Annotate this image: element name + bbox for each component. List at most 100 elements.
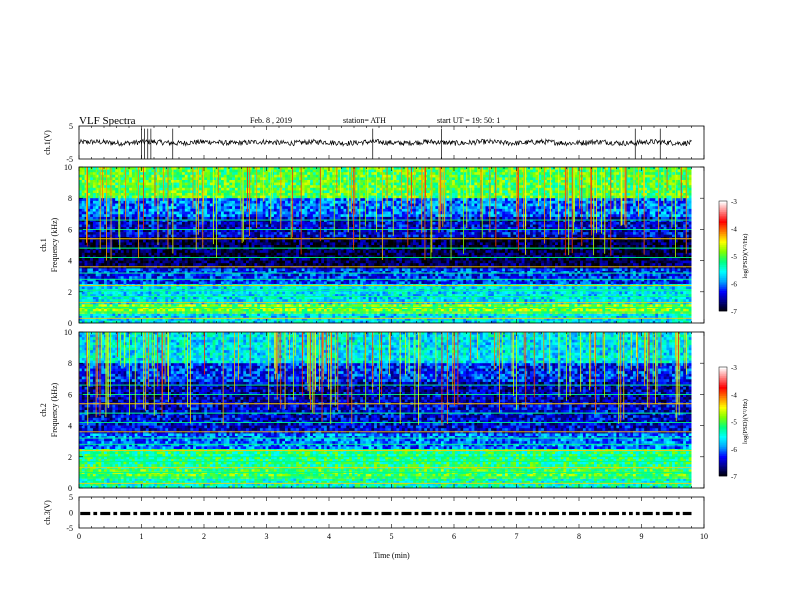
- spectrogram-cell: [257, 185, 261, 189]
- spectrogram-cell: [187, 211, 191, 215]
- spectrogram-cell: [435, 198, 439, 202]
- spectrogram-cell: [677, 195, 681, 199]
- spectrogram-cell: [145, 169, 149, 173]
- spectrogram-cell: [165, 208, 169, 212]
- spectrogram-cell: [104, 195, 108, 199]
- spectrogram-cell: [209, 216, 213, 220]
- spectrogram-cell: [582, 190, 586, 194]
- spectrogram-cell: [176, 195, 180, 199]
- spectrogram-cell: [582, 211, 586, 215]
- spectrogram-cell: [591, 167, 595, 170]
- spectrogram-cell: [248, 180, 252, 183]
- spectrogram-cell: [271, 198, 275, 202]
- spectrogram-cell: [193, 195, 197, 199]
- spectrogram-cell: [382, 185, 386, 189]
- spectrogram-cell: [660, 185, 664, 189]
- spectrogram-cell: [680, 185, 684, 189]
- spectrogram-cell: [421, 206, 425, 210]
- spectrogram-cell: [226, 200, 230, 204]
- spectrogram-cell: [649, 167, 653, 170]
- spectrogram-cell: [599, 190, 603, 194]
- spectrogram-cell: [516, 214, 520, 218]
- spectrogram-cell: [374, 195, 378, 199]
- spectrogram-cell: [243, 190, 247, 194]
- spectrogram-cell: [660, 211, 664, 215]
- spectrogram-cell: [493, 195, 497, 199]
- spectrogram-cell: [382, 182, 386, 186]
- spectrogram-cell: [234, 169, 238, 173]
- spectrogram-cell: [518, 174, 522, 178]
- spectrogram-cell: [616, 203, 620, 207]
- spectrogram-cell: [259, 198, 264, 202]
- spectrogram-cell: [577, 219, 581, 223]
- spectrogram-cell: [557, 214, 561, 218]
- spectrogram-cell: [510, 190, 514, 194]
- spectrogram-cell: [633, 174, 637, 178]
- spectrogram-cell: [532, 195, 536, 199]
- spectrogram-cell: [588, 169, 592, 173]
- spectrogram-cell: [457, 198, 461, 202]
- spectrogram-cell: [538, 193, 542, 196]
- spectrogram-cell: [112, 200, 116, 204]
- spectrogram-cell: [248, 193, 252, 196]
- spectrogram-cell: [226, 172, 230, 176]
- spectrogram-cell: [374, 172, 378, 176]
- spectrogram-cell: [382, 169, 386, 173]
- spectrogram-cell: [557, 195, 561, 199]
- spectrogram-cell: [129, 221, 133, 225]
- spectrogram-cell: [652, 195, 656, 199]
- spectrogram-cell: [688, 172, 692, 176]
- spectrogram-cell: [655, 211, 659, 215]
- spectrogram-cell: [638, 208, 642, 212]
- spectrogram-cell: [374, 208, 378, 212]
- spectrogram-cell: [315, 185, 319, 189]
- spectrogram-cell: [290, 187, 294, 191]
- spectrogram-cell: [273, 211, 277, 215]
- spectrogram-cell: [649, 172, 653, 176]
- spectrogram-cell: [329, 195, 333, 199]
- spectrogram-cell: [301, 172, 305, 176]
- spectrogram-cell: [212, 185, 216, 189]
- spectrogram-cell: [646, 198, 651, 202]
- spectrogram-cell: [293, 172, 297, 176]
- spectrogram-cell: [454, 216, 458, 220]
- spectrogram-cell: [229, 182, 233, 186]
- spectrogram-cell: [401, 167, 406, 170]
- spectrogram-cell: [463, 167, 467, 170]
- spectrogram-cell: [340, 167, 344, 170]
- spectrogram-cell: [148, 208, 152, 212]
- spectrogram-cell: [543, 216, 548, 220]
- spectrogram-cell: [265, 206, 269, 210]
- spectrogram-cell: [663, 187, 667, 191]
- spectrogram-cell: [165, 167, 169, 170]
- spectrogram-cell: [482, 182, 486, 186]
- spectrogram-cell: [229, 198, 233, 202]
- spectrogram-cell: [207, 169, 211, 173]
- spectrogram-cell: [301, 216, 305, 220]
- spectrogram-cell: [599, 195, 603, 199]
- spectrogram-cell: [577, 193, 581, 196]
- spectrogram-cell: [479, 198, 483, 202]
- spectrogram-cell: [179, 211, 183, 215]
- spectrogram-cell: [120, 193, 124, 196]
- spectrogram-cell: [674, 221, 678, 225]
- spectrogram-cell: [362, 203, 367, 207]
- spectrogram-cell: [385, 219, 389, 223]
- spectrogram-cell: [354, 208, 358, 212]
- spectrogram-cell: [452, 211, 456, 215]
- spectrogram-cell: [165, 195, 169, 199]
- spectrogram-cell: [596, 174, 600, 178]
- spectrogram-cell: [343, 193, 347, 196]
- spectrogram-cell: [582, 214, 586, 218]
- spectrogram-cell: [195, 216, 200, 220]
- spectrogram-cell: [115, 177, 119, 181]
- spectrogram-cell: [485, 198, 489, 202]
- spectrogram-cell: [655, 221, 659, 225]
- spectrogram-cell: [535, 193, 539, 196]
- spectrogram-cell: [79, 206, 83, 210]
- spectrogram-cell: [265, 219, 269, 223]
- spectrogram-cell: [362, 180, 367, 183]
- spectrogram-cell: [220, 206, 225, 210]
- spectrogram-cell: [282, 211, 286, 215]
- spectrogram-cell: [660, 180, 664, 183]
